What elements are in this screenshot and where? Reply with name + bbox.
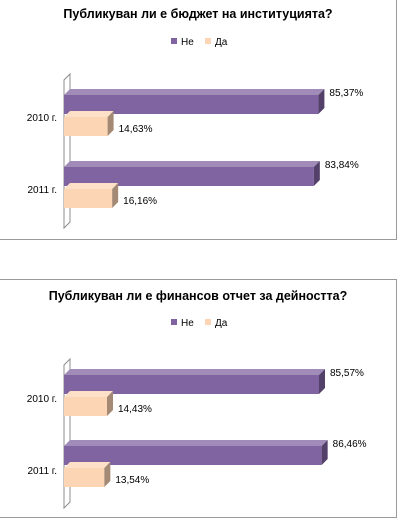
category-label: 2011 г. [28,185,58,196]
category-label: 2011 г. [28,466,58,477]
bar-front [64,375,319,394]
legend-label-da: Да [215,37,228,48]
bar-top [64,89,325,95]
bar-front [64,446,322,465]
legend-swatch-ne [171,38,177,44]
chart-budget: Публикуван ли е бюджет на институцията? … [27,7,364,230]
bar-da [64,111,114,136]
bar-top [64,369,325,375]
category-label: 2010 г. [27,394,57,405]
bar-top [64,183,119,189]
legend: Не Да [171,37,228,48]
category-labels: 2010 г. 2011 г. [27,113,57,196]
bar-ne [64,89,325,114]
data-labels: 85,57% 14,43% 86,46% 13,54% [115,368,366,486]
bar-front [64,167,314,186]
legend: Не Да [171,318,228,329]
data-label: 14,63% [119,124,153,135]
bars [64,369,328,487]
data-label: 83,84% [325,160,359,171]
bar-top [64,391,114,397]
bar-side [321,440,328,465]
bar-ne [64,369,325,394]
bar-side [107,111,114,136]
bar-front [64,117,108,136]
bar-ne [64,440,328,465]
bar-front [64,95,319,114]
chart-financial-report: Публикуван ли е финансов отчет за дейнос… [27,289,367,510]
bar-front [64,397,108,416]
data-label: 85,57% [330,368,364,379]
bar-top [64,462,111,468]
bar-side [313,161,320,186]
bar-side [318,369,325,394]
category-label: 2010 г. [27,113,57,124]
bar-front [64,189,113,208]
category-labels: 2010 г. 2011 г. [27,394,57,477]
legend-swatch-ne [171,319,177,325]
bar-side [104,462,111,487]
bar-side [107,391,114,416]
bars [64,89,325,208]
data-label: 14,43% [118,404,152,415]
data-label: 16,16% [123,196,157,207]
bar-ne [64,161,320,186]
legend-swatch-da [205,38,211,44]
legend-label-ne: Не [181,37,194,48]
data-label: 85,37% [329,88,363,99]
chart-panel-budget: Публикуван ли е бюджет на институцията? … [0,0,397,240]
chart-title: Публикуван ли е бюджет на институцията? [63,7,332,21]
bar-da [64,183,119,208]
bar-top [64,440,328,446]
bar-da [64,391,114,416]
data-label: 86,46% [333,439,367,450]
bar-side [112,183,119,208]
bar-top [64,111,114,117]
data-label: 13,54% [115,475,149,486]
legend-label-ne: Не [181,318,194,329]
chart-title: Публикуван ли е финансов отчет за дейнос… [49,289,348,303]
bar-side [318,89,325,114]
bar-da [64,462,111,487]
bar-front [64,468,105,487]
legend-swatch-da [205,319,211,325]
legend-label-da: Да [215,318,228,329]
data-labels: 85,37% 14,63% 83,84% 16,16% [119,88,364,207]
bar-top [64,161,320,167]
chart-panel-financial-report: Публикуван ли е финансов отчет за дейнос… [0,279,397,518]
